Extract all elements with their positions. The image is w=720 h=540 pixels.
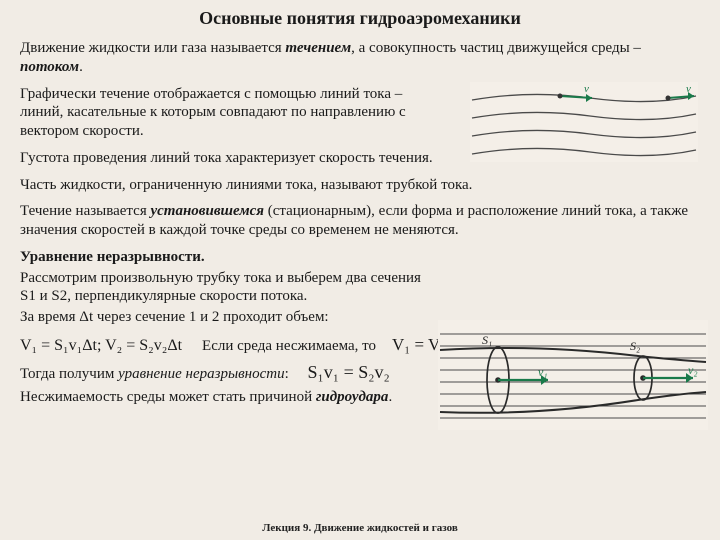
p5-a: Течение называется — [20, 203, 150, 219]
flow-tube-figure: S₁ v₁ S₂ v₂ — [438, 320, 708, 430]
p9-b: уравнение неразрывности — [118, 366, 284, 382]
p10-c: . — [388, 389, 392, 405]
fig2-v1-label: v₁ — [538, 365, 548, 379]
para-2: Графически течение отображается с помощь… — [20, 85, 440, 141]
page-title: Основные понятия гидроаэромеханики — [20, 8, 700, 29]
para-5: Течение называется установившемся (стаци… — [20, 202, 700, 240]
p10-a: Несжимаемость среды может стать причиной — [20, 389, 316, 405]
p1-b: течением — [285, 40, 351, 56]
fig1-v-label: v — [584, 83, 589, 95]
p9-a: Тогда получим — [20, 366, 118, 382]
para-6: Уравнение неразрывности. — [20, 248, 700, 267]
para-7: Рассмотрим произвольную трубку тока и вы… — [20, 269, 440, 307]
p6-a: Уравнение неразрывности. — [20, 249, 205, 265]
p1-a: Движение жидкости или газа называется — [20, 40, 285, 56]
p1-e: . — [79, 59, 83, 75]
p5-b: установившемся — [150, 203, 264, 219]
p9-c: : — [285, 366, 289, 382]
fig1-v-label2: v — [686, 83, 691, 95]
fig2-v2-label: v₂ — [688, 363, 698, 377]
streamlines-figure: v v — [470, 82, 698, 162]
p1-c: , а совокупность частиц движущейся среды… — [351, 40, 641, 56]
para-8: За время Δt через сечение 1 и 2 проходит… — [20, 308, 440, 327]
formula-left: V₁ = S₁v₁Δt; V₂ = S₂v₂Δt — [20, 337, 182, 354]
formula-mid: Если среда несжимаема, то — [202, 338, 376, 354]
para-4: Часть жидкости, ограниченную линиями ток… — [20, 176, 700, 195]
para-1: Движение жидкости или газа называется те… — [20, 39, 700, 77]
formula-continuity: S₁v₁ = S₂v₂ — [308, 362, 390, 382]
p10-b: гидроудара — [316, 389, 389, 405]
fig2-s2-label: S₂ — [630, 339, 640, 353]
fig2-s1-label: S₁ — [482, 333, 492, 347]
footer-text: Лекция 9. Движение жидкостей и газов — [0, 522, 720, 534]
p1-d: потоком — [20, 59, 79, 75]
